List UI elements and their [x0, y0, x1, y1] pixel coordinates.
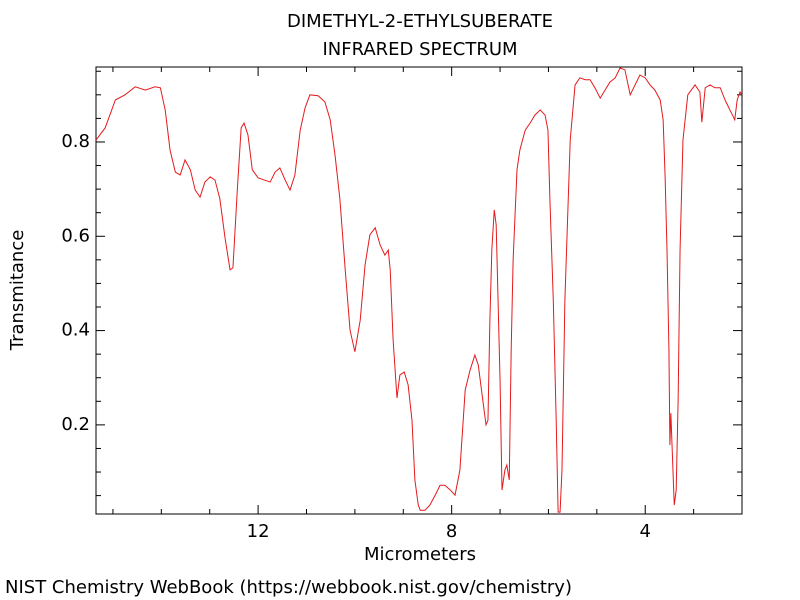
plot-frame	[95, 66, 743, 515]
x-axis-label: Micrometers	[364, 544, 476, 565]
chart-title: DIMETHYL-2-ETHYLSUBERATE	[287, 11, 553, 32]
y-tick-label: 0.6	[61, 225, 90, 246]
x-tick-label: 4	[639, 521, 650, 542]
x-tick-label: 12	[247, 521, 270, 542]
y-tick-label: 0.4	[61, 320, 90, 341]
y-tick-label: 0.2	[61, 414, 90, 435]
footer: NIST Chemistry WebBook (https://webbook.…	[5, 577, 572, 598]
x-tick-label: 8	[446, 521, 457, 542]
y-axis-label: Transmitance	[7, 230, 28, 352]
chart-subtitle: INFRARED SPECTRUM	[322, 39, 517, 60]
y-tick-label: 0.8	[61, 131, 90, 152]
spectrum-line	[95, 67, 743, 513]
